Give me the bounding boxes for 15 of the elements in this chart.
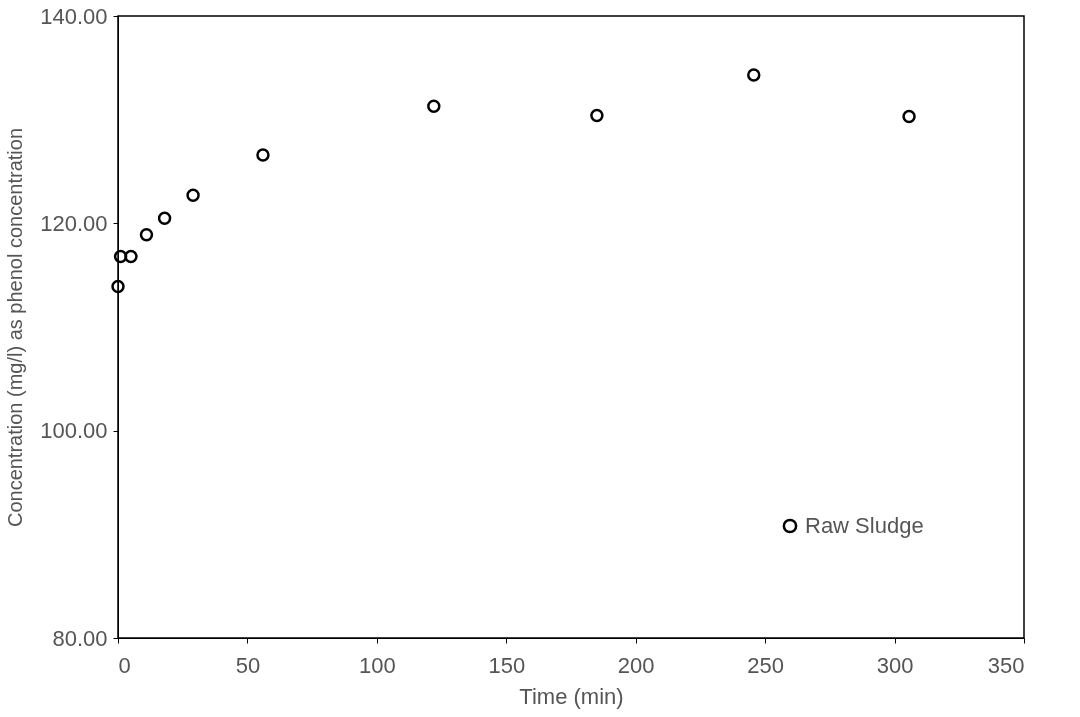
x-tick-label: 300: [876, 652, 914, 678]
y-tick-label: 100.00: [40, 418, 108, 444]
legend-label: Raw Sludge: [805, 513, 924, 538]
x-tick-label: 50: [235, 652, 261, 678]
x-tick-label: 250: [747, 652, 784, 678]
x-tick-label: 350: [987, 652, 1025, 678]
y-tick-label: 80.00: [52, 625, 108, 651]
x-axis-title: Time (min): [519, 683, 624, 709]
y-tick-label: 120.00: [40, 210, 108, 236]
x-tick-label: 200: [617, 652, 655, 678]
x-tick-label: 100: [359, 652, 396, 678]
y-axis-title: Concentration (mg/l) as phenol concentration: [4, 127, 27, 528]
x-tick-label: 150: [488, 652, 526, 678]
y-tick-label: 140.00: [40, 3, 108, 29]
x-tick-label: 0: [118, 652, 131, 678]
